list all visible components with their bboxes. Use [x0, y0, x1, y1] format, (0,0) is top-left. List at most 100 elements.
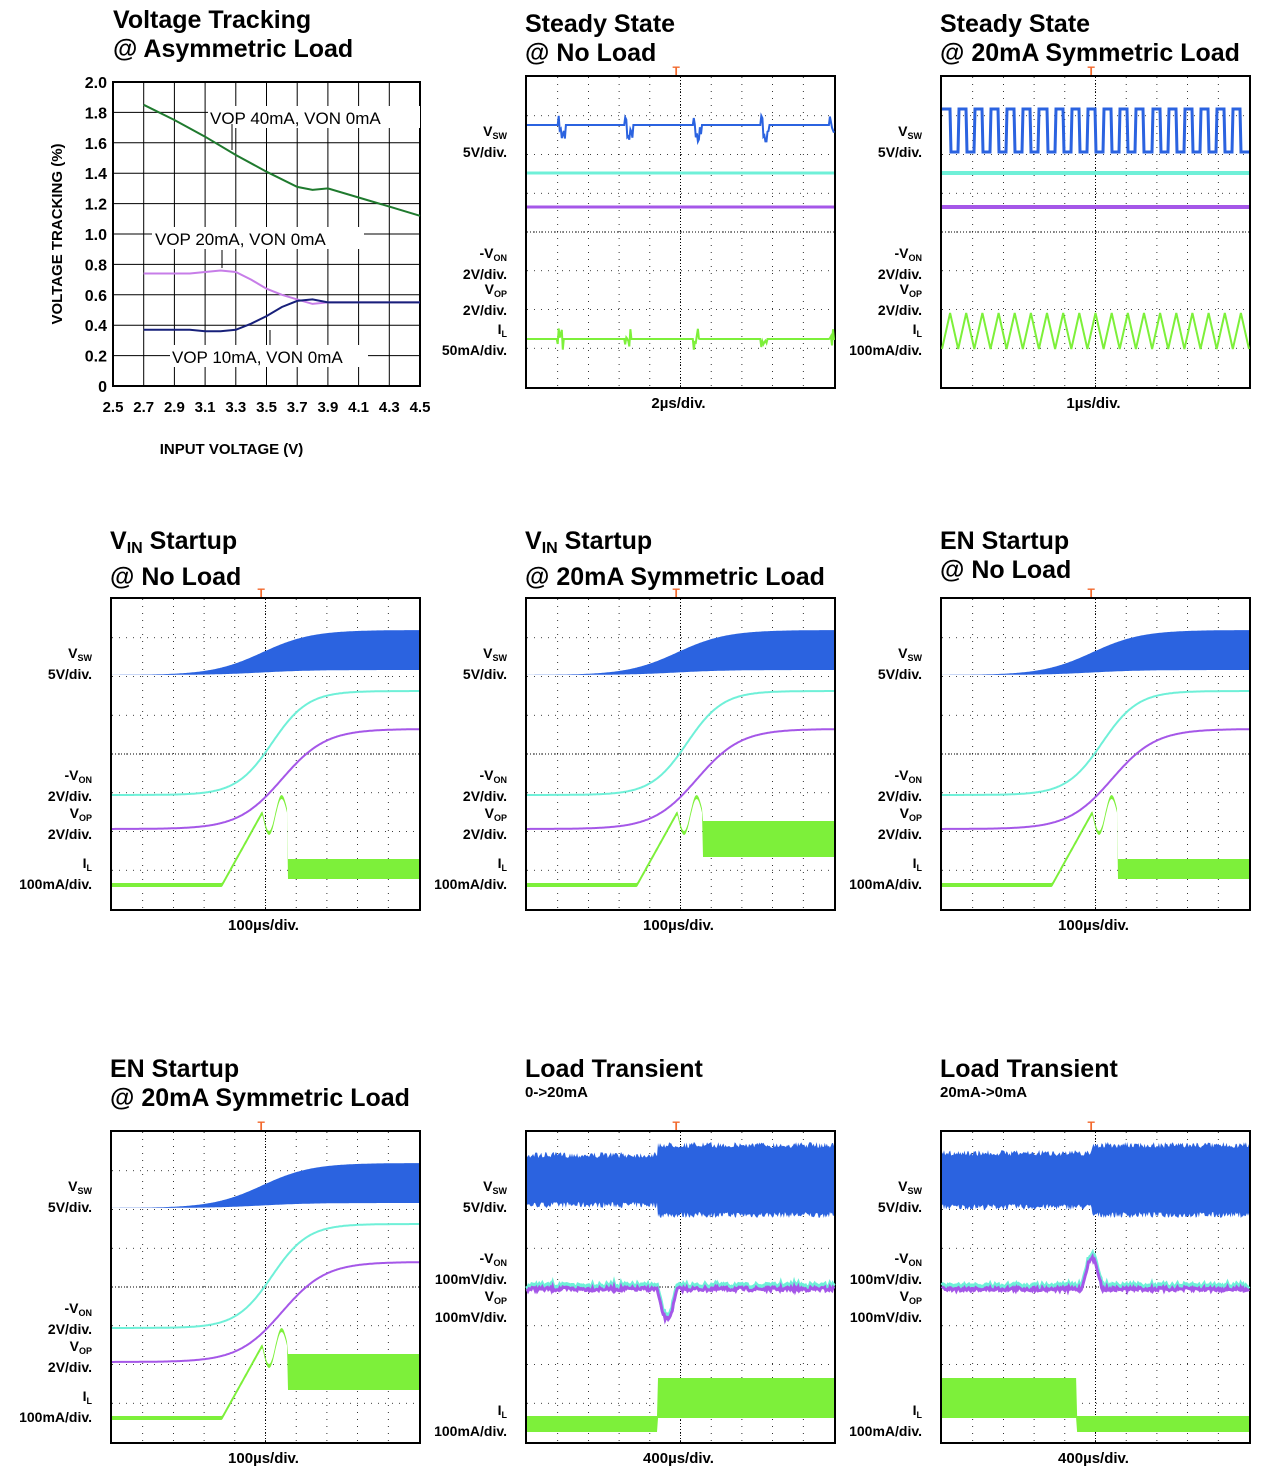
- vsw-trace: [527, 1142, 834, 1218]
- vsw-trace: [112, 630, 419, 675]
- channel-scale: 5V/div.: [462, 666, 507, 682]
- title-main: EN Startup: [940, 527, 1070, 555]
- channel-sub: OP: [908, 1296, 922, 1306]
- annotation-bg: [152, 227, 364, 249]
- vop-trace: [942, 728, 1249, 830]
- title-main: Steady State: [940, 10, 1091, 38]
- vop-trace: [525, 1281, 836, 1325]
- channel-sub: L: [501, 1410, 508, 1420]
- timebase-label: 100µs/div.: [228, 1450, 299, 1467]
- channel-sub: SW: [492, 653, 508, 663]
- title-sub: IN: [541, 540, 558, 557]
- scope-traces: T: [942, 586, 1249, 909]
- channel-scale: 2V/div.: [877, 266, 922, 282]
- trigger-marker: T: [673, 586, 681, 600]
- channel-name: -V: [894, 245, 909, 261]
- channel-sub: OP: [908, 813, 922, 823]
- channel-sub: ON: [493, 775, 508, 785]
- scope-panel-ss-20ma: Steady State @ 20mA Symmetric Load T VSW 5V/…: [820, 10, 1251, 415]
- channel-sub: ON: [908, 775, 923, 785]
- channel-scale: 100mV/div.: [849, 1309, 922, 1325]
- channel-label: VSW 5V/div.: [878, 123, 922, 160]
- annotation-label: VOP 20mA, VON 0mA: [155, 230, 326, 249]
- channel-name: V: [484, 805, 494, 821]
- channel-label: VSW 5V/div.: [48, 1178, 92, 1215]
- von-trace: [942, 690, 1249, 796]
- channel-sub: ON: [493, 1258, 508, 1268]
- channel-name: -V: [479, 245, 494, 261]
- series-line-1: [143, 103, 421, 217]
- vsw-trace: [942, 630, 1249, 675]
- y-tick-label: 2.0: [85, 75, 107, 92]
- channel-name: I: [497, 321, 502, 337]
- channel-name: V: [898, 1178, 908, 1194]
- scope-screen: T: [940, 586, 1251, 911]
- channel-name: I: [497, 1402, 502, 1418]
- channel-label: VOP 2V/div.: [463, 281, 507, 318]
- channel-label: IL 100mA/div.: [434, 855, 507, 892]
- channel-label: IL 100mA/div.: [849, 321, 922, 358]
- channel-scale: 2V/div.: [462, 788, 507, 804]
- channel-name: -V: [894, 1250, 909, 1266]
- trigger-marker: T: [258, 1119, 266, 1133]
- il-trace: [941, 312, 1250, 350]
- title-rest: Startup: [557, 527, 653, 555]
- trigger-marker: T: [1088, 586, 1096, 600]
- von-trace: [112, 690, 419, 796]
- x-tick-label: 2.9: [164, 399, 185, 416]
- scope-screen: T: [525, 64, 836, 389]
- timebase-label: 1µs/div.: [1066, 395, 1121, 412]
- channel-sub: SW: [492, 131, 508, 141]
- trigger-marker: T: [1088, 1119, 1096, 1133]
- channel-scale: 100mV/div.: [434, 1309, 507, 1325]
- y-tick-label: 0.8: [85, 257, 107, 274]
- channel-scale: 50mA/div.: [441, 342, 507, 358]
- von-trace: [527, 690, 834, 796]
- panel-title: EN Startup @ No Load: [940, 527, 1071, 585]
- channel-name: I: [82, 1388, 87, 1404]
- channel-scale: 5V/div.: [462, 144, 507, 160]
- channel-label: -VON 2V/div.: [463, 767, 507, 804]
- x-tick-label: 3.3: [225, 399, 246, 416]
- channel-sub: OP: [493, 1296, 507, 1306]
- timebase-label: 100µs/div.: [643, 917, 714, 934]
- scope-panel-ss-noload: Steady State @ No Load T VSW 5V/div. -VON 2V/d…: [405, 10, 836, 415]
- channel-scale: 2V/div.: [47, 826, 92, 842]
- scope-screen: T: [110, 586, 421, 911]
- channel-name: V: [484, 281, 494, 297]
- channel-scale: 100mA/div.: [19, 1409, 92, 1425]
- channel-scale: 5V/div.: [877, 666, 922, 682]
- scope-traces: T: [112, 1119, 419, 1442]
- channel-scale: 5V/div.: [47, 1199, 92, 1215]
- channel-name: V: [483, 1178, 493, 1194]
- channel-sub: OP: [908, 289, 922, 299]
- timebase-label: 400µs/div.: [1058, 1450, 1129, 1467]
- y-tick-label: 0.6: [85, 288, 107, 305]
- channel-label: -VON 2V/div.: [48, 767, 92, 804]
- channel-sub: OP: [493, 813, 507, 823]
- panel-subtitle: @ 20mA Symmetric Load: [110, 1084, 410, 1112]
- channel-scale: 2V/div.: [47, 1321, 92, 1337]
- channel-sub: SW: [907, 653, 923, 663]
- trigger-marker: T: [673, 64, 681, 78]
- panel-subtitle: @ 20mA Symmetric Load: [525, 563, 825, 591]
- il-trace: [527, 328, 835, 350]
- panel-subtitle: 20mA->0mA: [940, 1084, 1028, 1101]
- il-trace: [112, 795, 419, 887]
- scope-screen: T: [110, 1119, 421, 1444]
- vsw-trace: [942, 1142, 1249, 1218]
- trigger-marker: T: [673, 1119, 681, 1133]
- channel-scale: 2V/div.: [877, 788, 922, 804]
- channel-scale: 100mA/div.: [434, 1423, 507, 1439]
- y-tick-label: 1.0: [85, 227, 107, 244]
- channel-label: IL 100mA/div.: [19, 855, 92, 892]
- y-tick-label: 0.2: [85, 349, 107, 366]
- channel-sub: ON: [493, 253, 508, 263]
- panel-subtitle: @ No Load: [110, 563, 242, 591]
- vop-trace: [112, 1261, 419, 1363]
- channel-label: VOP 2V/div.: [878, 281, 922, 318]
- channel-label: VOP 2V/div.: [463, 805, 507, 842]
- il-trace: [942, 1378, 1249, 1432]
- scope-traces: T: [527, 64, 835, 387]
- annotation-bg: [170, 345, 368, 367]
